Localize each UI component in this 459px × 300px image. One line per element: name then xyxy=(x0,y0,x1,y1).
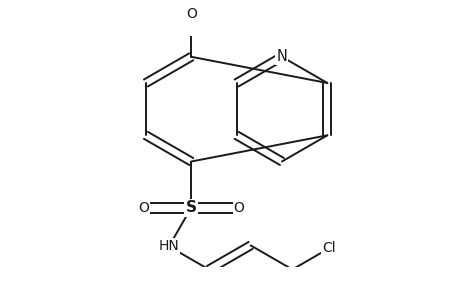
Text: O: O xyxy=(185,8,196,21)
Text: O: O xyxy=(138,201,149,215)
Text: Cl: Cl xyxy=(322,241,335,255)
Text: HN: HN xyxy=(158,239,179,254)
Text: S: S xyxy=(185,200,196,215)
Text: N: N xyxy=(276,49,287,64)
Text: O: O xyxy=(233,201,244,215)
